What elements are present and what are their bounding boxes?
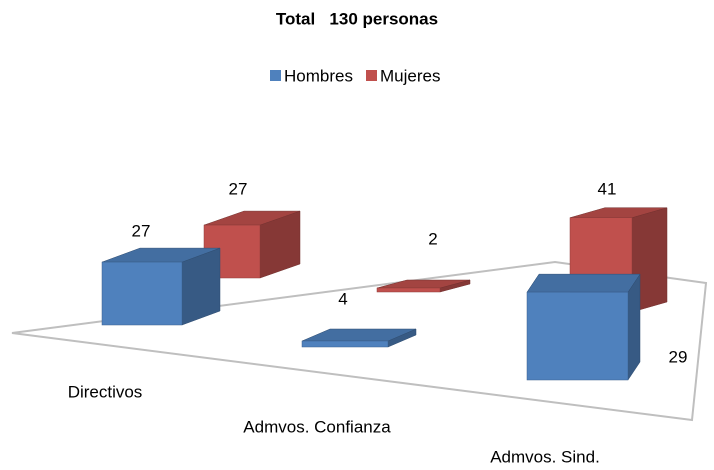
category-label: Directivos (68, 382, 143, 401)
value-label: 2 (428, 229, 437, 248)
bar (301, 328, 417, 348)
bar-front (526, 291, 629, 381)
chart-title: Total 130 personas (276, 9, 438, 28)
bar (203, 210, 301, 279)
legend: Hombres Mujeres (270, 66, 440, 85)
legend-swatch (270, 70, 281, 81)
value-label: 29 (669, 347, 688, 366)
bars: 27 4 29 27 2 41 (101, 179, 688, 381)
value-label: 41 (598, 179, 617, 198)
bar-top (526, 273, 641, 293)
bar (376, 279, 471, 293)
legend-label: Mujeres (380, 66, 440, 85)
bar (526, 273, 641, 381)
value-label: 4 (338, 289, 347, 308)
bar-front (101, 261, 183, 326)
bar-front (376, 287, 441, 293)
bar (101, 247, 221, 326)
value-label: 27 (132, 221, 151, 240)
value-label: 27 (229, 179, 248, 198)
bar-side (627, 273, 641, 381)
bar-front (301, 340, 389, 348)
category-label: Admvos. Sind. (490, 447, 600, 466)
category-label: Admvos. Confianza (243, 417, 391, 436)
legend-swatch (366, 70, 377, 81)
legend-label: Hombres (284, 66, 353, 85)
